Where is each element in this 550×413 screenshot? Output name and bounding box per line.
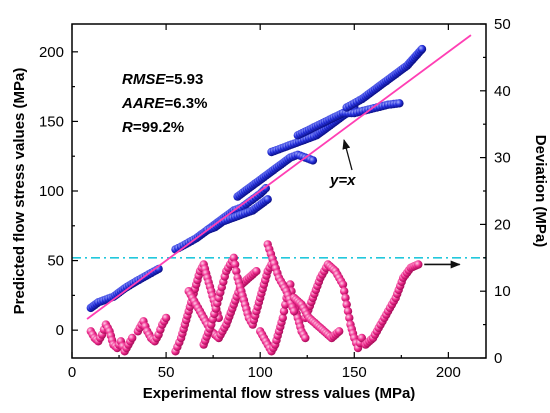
deviation-point [301,333,310,343]
deviation-point [357,333,366,343]
deviation-point [340,287,349,296]
predicted-point [417,44,427,54]
x-tick-label: 200 [436,364,461,381]
deviation-point [278,313,287,323]
x-tick-label: 100 [248,364,273,381]
y-tick-label: 100 [39,183,64,200]
deviation-point [229,253,238,262]
diagonal-line [86,34,472,320]
predicted-point [308,156,318,165]
y2-tick-label: 20 [494,216,511,233]
y2-tick-label: 10 [494,283,511,300]
deviation-point [128,333,137,343]
deviation-point [252,267,261,276]
deviation-point [343,307,353,316]
deviation-point [414,260,423,269]
deviation-point [341,293,350,303]
deviation-point [342,300,351,309]
y2-axis-title: Deviation (MPa) [532,135,549,248]
deviation-point [279,307,289,316]
deviation-point [335,327,344,336]
diagonal-line-layer [86,34,472,320]
y2-tick-label: 40 [494,83,511,100]
deviation-series [86,240,423,356]
stat-rmse: RMSE=5.93 [122,71,203,88]
deviation-point [232,267,241,276]
y-tick-label: 50 [47,253,64,270]
stat-r: R=99.2% [122,119,184,136]
predicted-point [263,195,272,204]
y-tick-label: 150 [39,113,64,130]
deviation-point [161,313,171,323]
y-tick-label: 0 [56,322,64,339]
diagonal-label: y=x [329,172,356,189]
x-tick-label: 0 [68,364,76,381]
x-tick-label: 150 [342,364,367,381]
y-axis-title: Predicted flow stress values (MPa) [11,68,28,315]
y2-tick-label: 0 [494,350,502,367]
plot-frame [71,23,487,359]
y2-tick-label: 50 [494,16,511,33]
predicted-point [395,99,404,108]
x-tick-label: 50 [158,364,175,381]
x-axis-title: Experimental flow stress values (MPa) [143,385,416,402]
stat-aare: AARE=6.3% [121,95,207,112]
deviation-point [338,280,348,289]
diagonal-label-arrow [342,139,353,171]
deviation-point [289,307,299,316]
deviation-point [230,260,240,269]
deviation-point [345,313,354,323]
y2-tick-label: 30 [494,150,511,167]
y-tick-label: 200 [39,44,64,61]
